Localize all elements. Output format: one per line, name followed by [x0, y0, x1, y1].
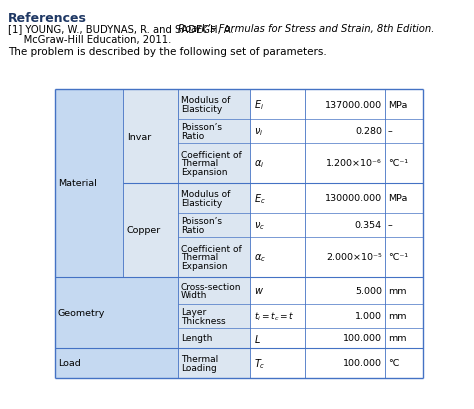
Text: $T_c$: $T_c$	[254, 356, 265, 370]
Text: $w$: $w$	[254, 286, 264, 296]
Text: Poisson’s: Poisson’s	[181, 123, 222, 132]
Text: 100.000: 100.000	[343, 359, 382, 368]
Text: 1.200×10⁻⁶: 1.200×10⁻⁶	[326, 159, 382, 168]
Text: 130000.000: 130000.000	[325, 194, 382, 203]
Text: Ratio: Ratio	[181, 131, 204, 140]
Text: Coefficient of: Coefficient of	[181, 151, 242, 160]
Text: Roark’s Formulas for Stress and Strain, 8th Edition.: Roark’s Formulas for Stress and Strain, …	[178, 24, 435, 34]
Text: 0.280: 0.280	[355, 127, 382, 136]
Text: –: –	[388, 127, 393, 136]
Bar	[178, 90, 250, 378]
Text: mm: mm	[388, 286, 407, 295]
Text: Elasticity: Elasticity	[181, 104, 222, 113]
Text: Ratio: Ratio	[181, 225, 204, 234]
Text: [1] YOUNG, W., BUDYNAS, R. and SADEGH, A.: [1] YOUNG, W., BUDYNAS, R. and SADEGH, A…	[8, 24, 237, 34]
Text: The problem is described by the following set of parameters.: The problem is described by the followin…	[8, 47, 327, 57]
Text: Elasticity: Elasticity	[181, 198, 222, 207]
Bar	[55, 90, 123, 378]
Text: $\nu_c$: $\nu_c$	[254, 220, 265, 231]
Text: McGraw-Hill Education, 2011.: McGraw-Hill Education, 2011.	[8, 35, 172, 45]
Text: Invar: Invar	[127, 132, 151, 141]
Text: Geometry: Geometry	[58, 308, 105, 317]
Text: $t_i = t_c = t$: $t_i = t_c = t$	[254, 310, 295, 322]
Text: MPa: MPa	[388, 100, 407, 109]
Text: 0.354: 0.354	[355, 221, 382, 230]
Text: °C: °C	[388, 359, 400, 368]
Text: Loading: Loading	[181, 363, 217, 372]
Text: $E_i$: $E_i$	[254, 98, 264, 112]
Text: Modulus of: Modulus of	[181, 96, 230, 105]
Text: Length: Length	[181, 334, 212, 343]
Text: $\nu_i$: $\nu_i$	[254, 126, 263, 137]
Text: MPa: MPa	[388, 194, 407, 203]
Text: –: –	[388, 221, 393, 230]
Text: 137000.000: 137000.000	[325, 100, 382, 109]
Text: mm: mm	[388, 334, 407, 343]
Text: $\alpha_i$: $\alpha_i$	[254, 158, 264, 169]
Text: $E_c$: $E_c$	[254, 192, 266, 205]
Text: mm: mm	[388, 312, 407, 321]
Text: Modulus of: Modulus of	[181, 190, 230, 199]
Text: Expansion: Expansion	[181, 168, 228, 177]
Text: Copper: Copper	[127, 226, 161, 235]
Text: 5.000: 5.000	[355, 286, 382, 295]
Text: Poisson’s: Poisson’s	[181, 217, 222, 226]
Text: Thermal: Thermal	[181, 253, 218, 262]
Text: Thermal: Thermal	[181, 159, 218, 168]
Text: °C⁻¹: °C⁻¹	[388, 159, 408, 168]
Text: 2.000×10⁻⁵: 2.000×10⁻⁵	[326, 253, 382, 262]
Text: Load: Load	[58, 359, 81, 368]
Text: 100.000: 100.000	[343, 334, 382, 343]
Text: Layer: Layer	[181, 308, 206, 317]
Text: Cross-section: Cross-section	[181, 282, 241, 291]
Bar	[250, 90, 423, 378]
Bar	[123, 277, 178, 378]
Text: Expansion: Expansion	[181, 261, 228, 270]
Text: 1.000: 1.000	[355, 312, 382, 321]
Text: Coefficient of: Coefficient of	[181, 245, 242, 254]
Text: $L$: $L$	[254, 332, 261, 344]
Text: References: References	[8, 12, 87, 25]
Text: Width: Width	[181, 290, 207, 299]
Text: Thermal: Thermal	[181, 354, 218, 363]
Text: °C⁻¹: °C⁻¹	[388, 253, 408, 262]
Text: Material: Material	[58, 179, 97, 188]
Text: Thickness: Thickness	[181, 316, 226, 325]
Bar	[123, 90, 178, 277]
Text: $\alpha_c$: $\alpha_c$	[254, 252, 266, 263]
